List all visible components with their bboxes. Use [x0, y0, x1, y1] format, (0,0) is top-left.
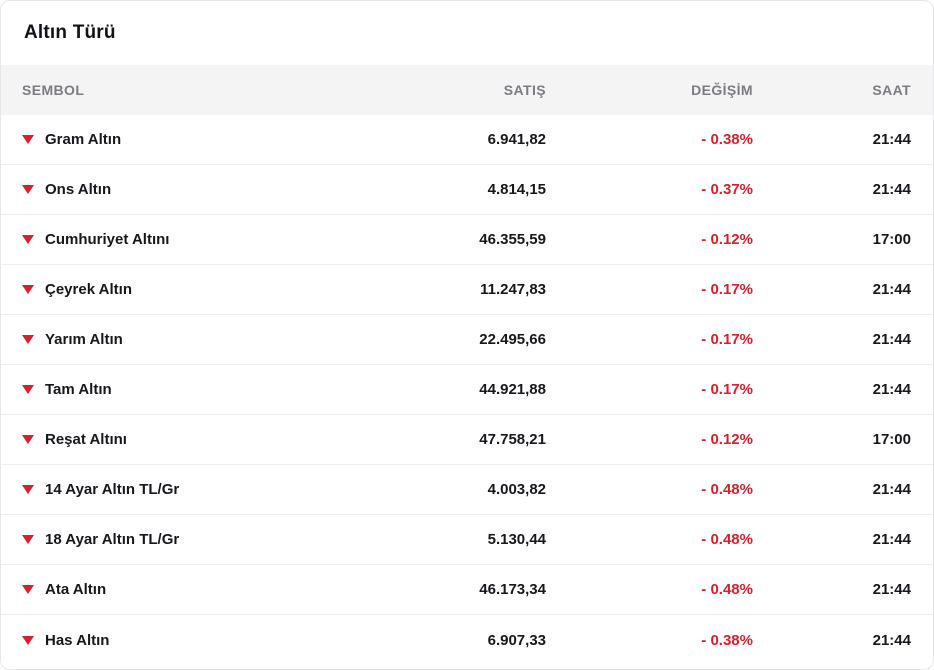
triangle-down-icon	[22, 285, 34, 294]
price-value: 11.247,83	[480, 281, 546, 298]
page-title: Altın Türü	[24, 22, 116, 43]
price-value: 47.758,21	[479, 431, 546, 448]
symbol-label: 18 Ayar Altın TL/Gr	[45, 531, 180, 548]
table-row[interactable]: Has Altın 6.907,33 - 0.38% 21:44	[1, 615, 933, 665]
table-row[interactable]: Reşat Altını 47.758,21 - 0.12% 17:00	[1, 415, 933, 465]
triangle-down-icon	[22, 435, 34, 444]
time-value: 21:44	[872, 531, 911, 548]
change-value: - 0.48%	[701, 581, 753, 598]
table-row[interactable]: Ons Altın 4.814,15 - 0.37% 21:44	[1, 165, 933, 215]
column-header-sembol: SEMBOL	[22, 82, 85, 98]
table-row[interactable]: Yarım Altın 22.495,66 - 0.17% 21:44	[1, 315, 933, 365]
table-row[interactable]: Tam Altın 44.921,88 - 0.17% 21:44	[1, 365, 933, 415]
change-value: - 0.17%	[701, 381, 753, 398]
triangle-down-icon	[22, 385, 34, 394]
triangle-down-icon	[22, 185, 34, 194]
symbol-label: Cumhuriyet Altını	[45, 231, 170, 248]
time-value: 21:44	[872, 281, 911, 298]
price-value: 44.921,88	[479, 381, 546, 398]
triangle-down-icon	[22, 635, 34, 645]
price-value: 22.495,66	[479, 331, 546, 348]
change-value: - 0.48%	[701, 531, 753, 548]
time-value: 17:00	[872, 231, 911, 248]
table-row[interactable]: Gram Altın 6.941,82 - 0.38% 21:44	[1, 115, 933, 165]
table-header-row: SEMBOL SATIŞ DEĞİŞİM SAAT	[1, 65, 933, 115]
table-row[interactable]: Çeyrek Altın 11.247,83 - 0.17% 21:44	[1, 265, 933, 315]
time-value: 17:00	[872, 431, 911, 448]
symbol-label: 14 Ayar Altın TL/Gr	[45, 481, 180, 498]
price-value: 6.907,33	[487, 631, 546, 649]
price-value: 6.941,82	[487, 131, 546, 148]
change-value: - 0.37%	[701, 181, 753, 198]
triangle-down-icon	[22, 535, 34, 544]
change-value: - 0.38%	[701, 631, 753, 649]
price-value: 5.130,44	[487, 531, 546, 548]
time-value: 21:44	[872, 181, 911, 198]
symbol-label: Ons Altın	[45, 181, 112, 198]
time-value: 21:44	[872, 131, 911, 148]
price-value: 46.173,34	[479, 581, 546, 598]
symbol-label: Ata Altın	[45, 581, 107, 598]
time-value: 21:44	[872, 581, 911, 598]
change-value: - 0.17%	[701, 281, 753, 298]
time-value: 21:44	[872, 631, 911, 649]
symbol-label: Has Altın	[45, 631, 110, 649]
triangle-down-icon	[22, 335, 34, 344]
price-value: 4.003,82	[487, 481, 546, 498]
symbol-label: Gram Altın	[45, 131, 122, 148]
change-value: - 0.17%	[701, 331, 753, 348]
column-header-degisim: DEĞİŞİM	[691, 82, 753, 98]
change-value: - 0.48%	[701, 481, 753, 498]
symbol-label: Tam Altın	[45, 381, 112, 398]
symbol-label: Çeyrek Altın	[45, 281, 132, 298]
triangle-down-icon	[22, 135, 34, 144]
time-value: 21:44	[872, 481, 911, 498]
time-value: 21:44	[872, 331, 911, 348]
table-body: Gram Altın 6.941,82 - 0.38% 21:44 Ons Altın 4…	[1, 115, 933, 665]
price-value: 46.355,59	[479, 231, 546, 248]
table-row[interactable]: Ata Altın 46.173,34 - 0.48% 21:44	[1, 565, 933, 615]
triangle-down-icon	[22, 235, 34, 244]
column-header-saat: SAAT	[872, 82, 911, 98]
symbol-label: Yarım Altın	[45, 331, 123, 348]
column-header-satis: SATIŞ	[503, 82, 546, 98]
change-value: - 0.38%	[701, 131, 753, 148]
symbol-label: Reşat Altını	[45, 431, 127, 448]
table-row[interactable]: 18 Ayar Altın TL/Gr 5.130,44 - 0.48% 21:44	[1, 515, 933, 565]
table-row[interactable]: Cumhuriyet Altını 46.355,59 - 0.12% 17:00	[1, 215, 933, 265]
triangle-down-icon	[22, 485, 34, 494]
time-value: 21:44	[872, 381, 911, 398]
triangle-down-icon	[22, 585, 34, 594]
change-value: - 0.12%	[701, 231, 753, 248]
price-value: 4.814,15	[487, 181, 546, 198]
table-row[interactable]: 14 Ayar Altın TL/Gr 4.003,82 - 0.48% 21:44	[1, 465, 933, 515]
change-value: - 0.12%	[701, 431, 753, 448]
